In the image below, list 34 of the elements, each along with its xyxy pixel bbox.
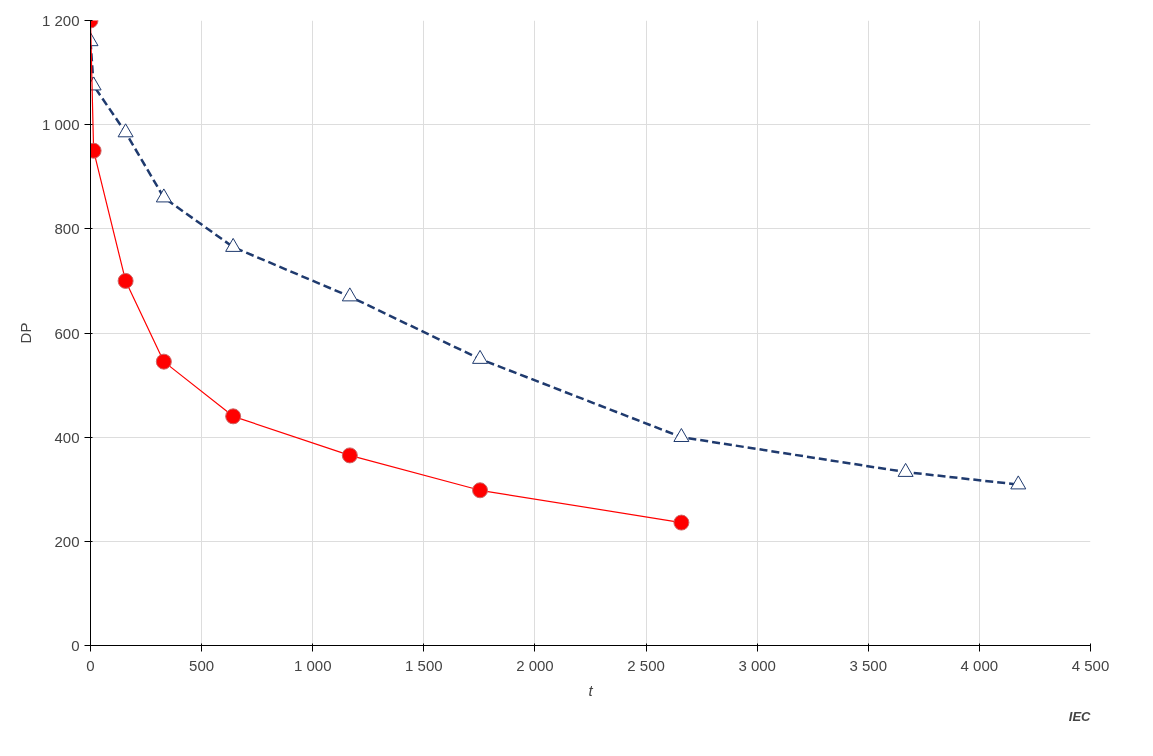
point <box>155 353 172 370</box>
x-tick-label: 3 000 <box>738 656 776 674</box>
y-tick-label: 800 <box>54 220 80 238</box>
y-tick-label: 1 000 <box>41 116 80 134</box>
point <box>472 482 489 499</box>
point <box>225 408 242 425</box>
point <box>673 514 690 531</box>
x-tick-label: 4 500 <box>1071 656 1110 674</box>
x-tick-label: 0 <box>86 656 95 674</box>
x-axis-title: t <box>588 681 594 699</box>
point <box>341 447 358 464</box>
point <box>472 349 489 364</box>
x-tick-label: 2 000 <box>516 656 554 674</box>
x-tick-label: 4 000 <box>960 656 999 674</box>
y-axis-title: DP <box>16 322 34 344</box>
x-tick-label: 500 <box>189 656 215 674</box>
y-tick-label: 400 <box>54 428 80 446</box>
x-tick-label: 1 500 <box>405 656 443 674</box>
x-tick-label: 3 500 <box>849 656 888 674</box>
point <box>897 462 914 477</box>
y-tick-label: 1 200 <box>41 12 80 29</box>
point <box>155 188 172 203</box>
point <box>117 272 134 289</box>
point <box>225 237 242 252</box>
y-tick-label: 0 <box>71 637 80 654</box>
text: IEC <box>1068 708 1092 724</box>
y-tick-label: 600 <box>54 324 80 342</box>
x-tick-label: 2 500 <box>627 656 665 674</box>
point <box>673 428 690 442</box>
x-tick-label: 1 000 <box>293 656 332 674</box>
point <box>1010 475 1027 490</box>
point <box>117 123 134 138</box>
y-tick-label: 200 <box>54 532 80 550</box>
point <box>341 287 358 302</box>
